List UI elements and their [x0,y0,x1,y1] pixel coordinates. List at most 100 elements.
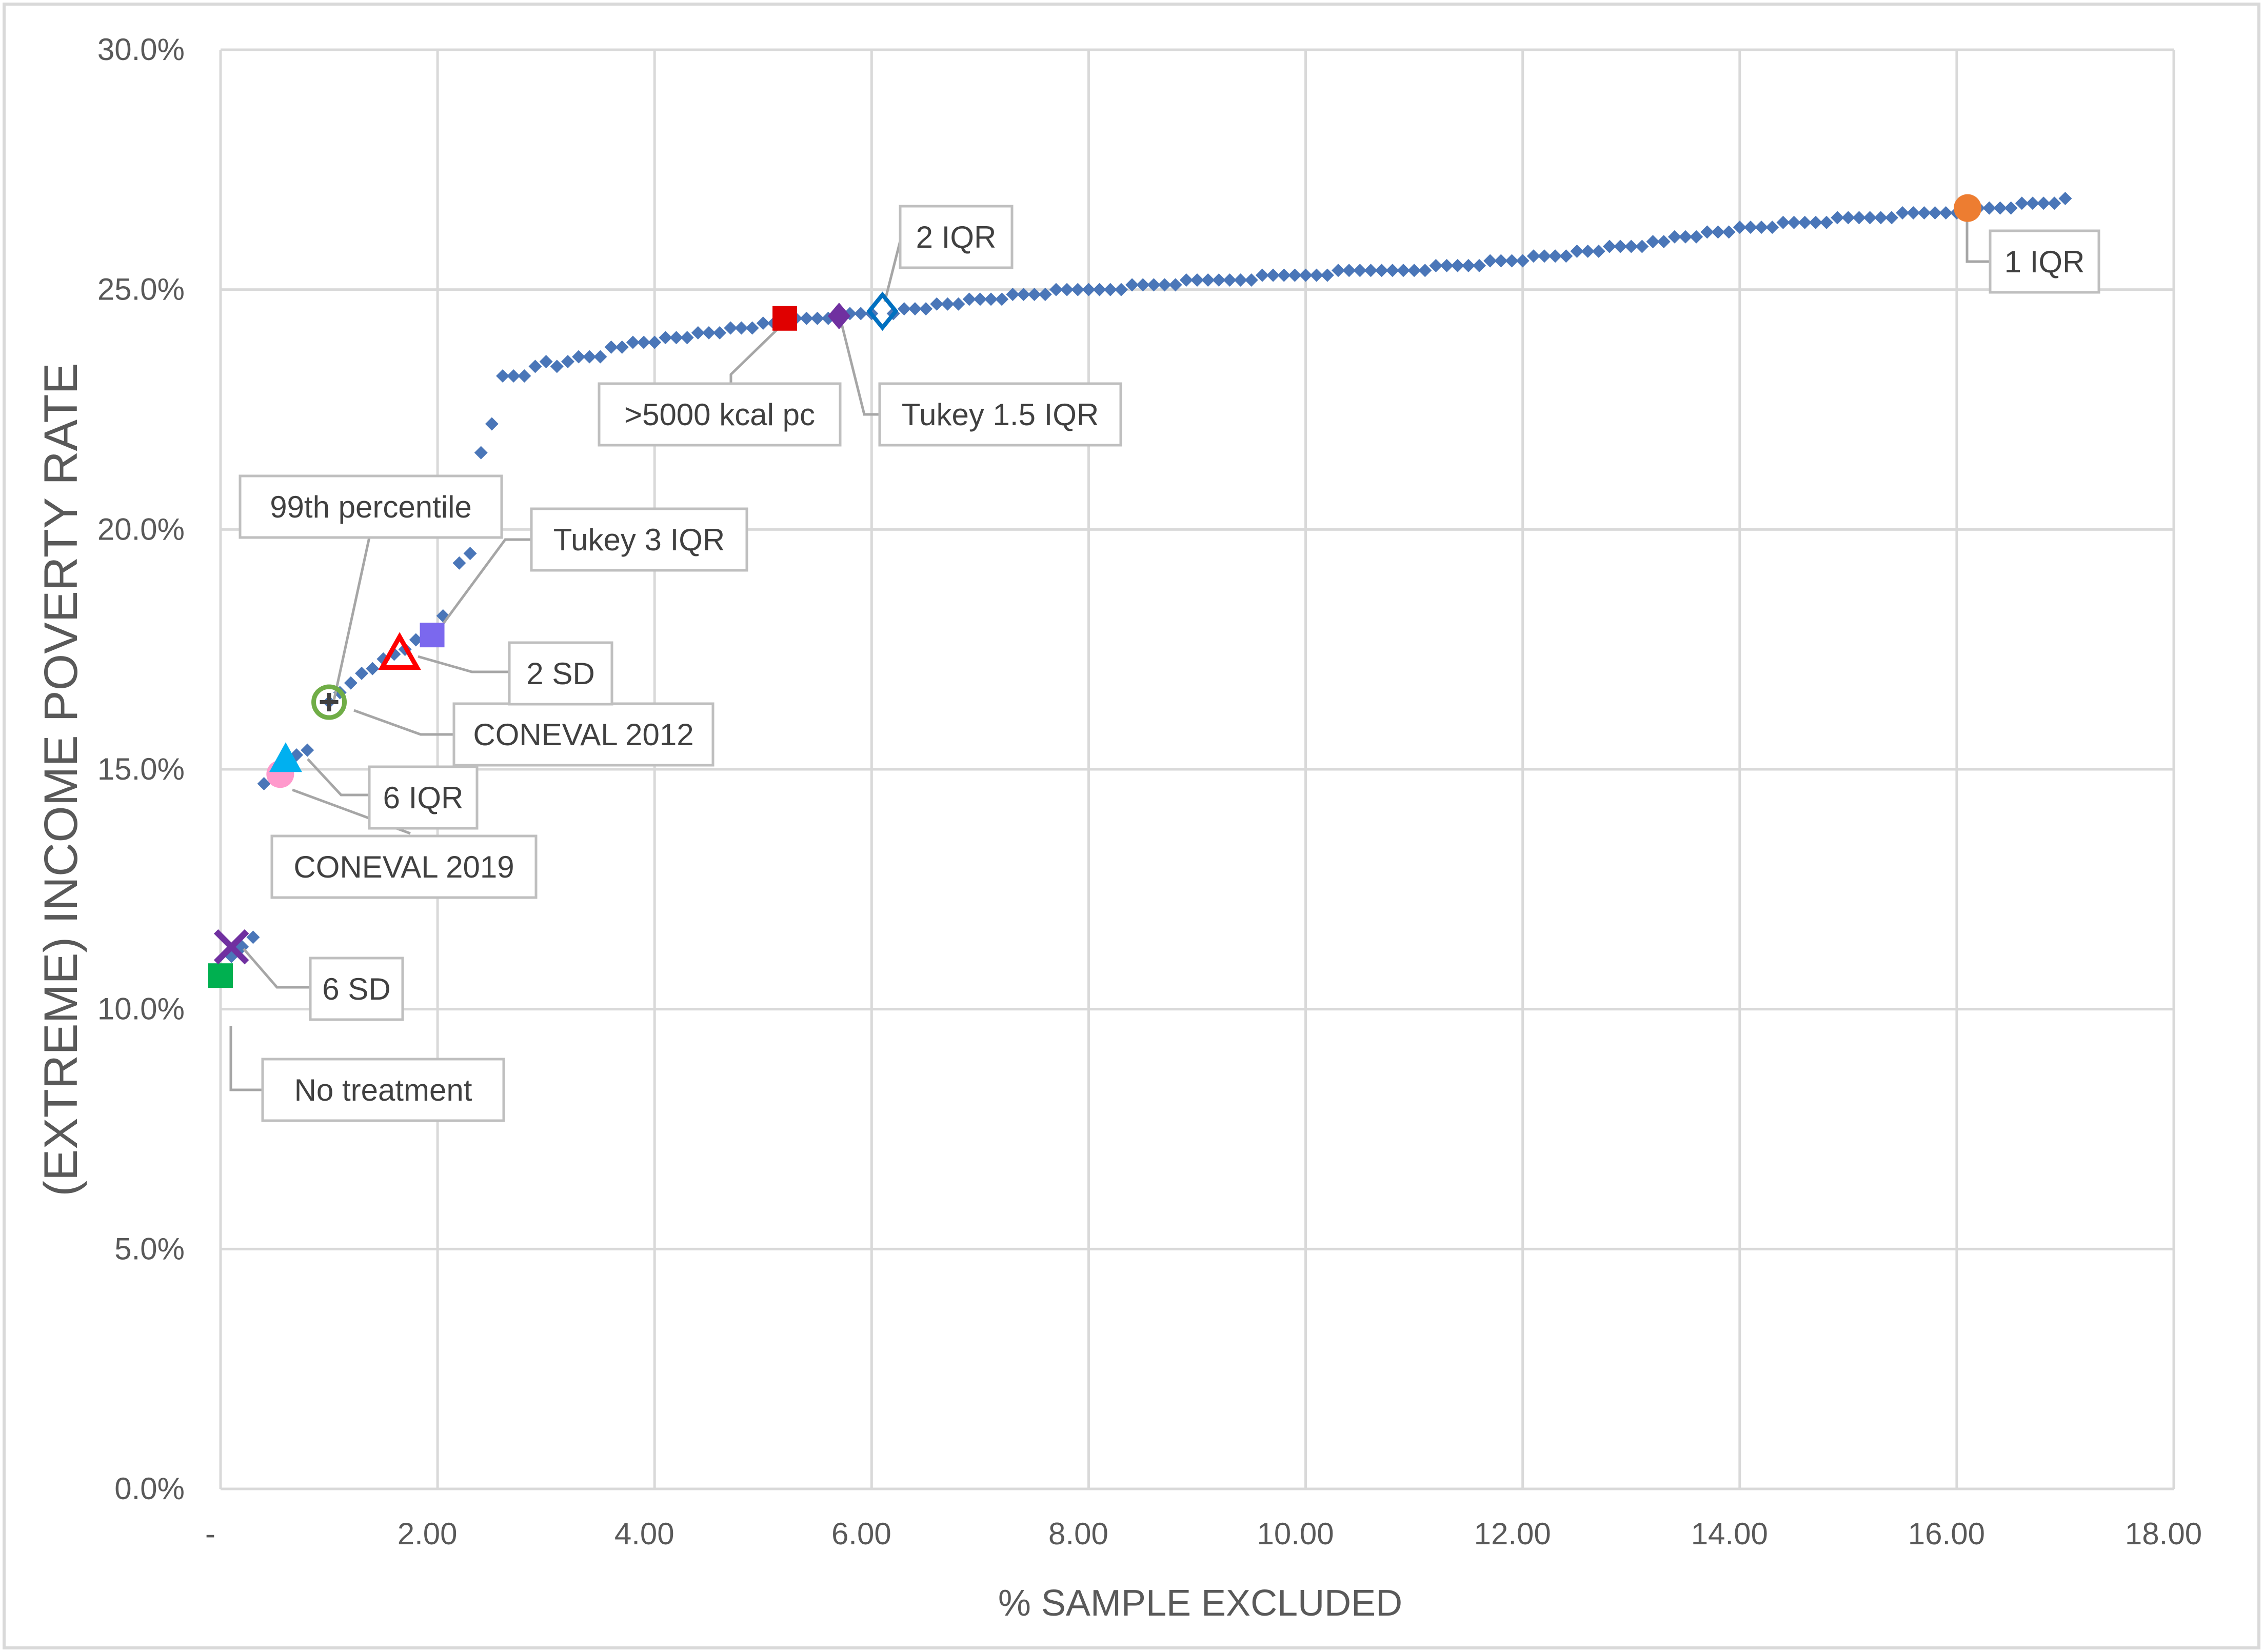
callout-text: 6 IQR [383,781,464,815]
marker-1-iqr [1954,194,1982,222]
callout-text: Tukey 3 IQR [553,523,725,557]
data-point [1798,215,1812,229]
y-tick-label: 5.0% [114,1231,185,1266]
data-point [951,297,965,311]
leader-6-sd [243,948,310,989]
data-point [1082,283,1096,296]
marker-6-sd [213,929,249,965]
callout-box [452,702,714,767]
data-point [561,354,574,368]
leader-tukey-1-5-iqr [840,322,880,416]
data-point [1852,211,1866,225]
marker-5000-kcal-pc [772,306,798,331]
data-point [1614,240,1627,253]
data-point [1831,211,1844,225]
y-tick-label: 30.0% [97,32,185,67]
marker-tukey-1-5-iqr [827,303,850,330]
data-point [1288,268,1302,282]
data-point [572,350,586,364]
data-point [2048,196,2061,210]
data-point [1993,201,2007,215]
marker-2-sd [378,632,421,670]
tick-labels: 0.0% 5.0% 10.0% 15.0% 20.0% 25.0% 30.0% - 2.00 4.… [97,32,2202,1551]
data-point [246,930,260,944]
data-point [583,350,597,364]
marker-6-iqr [269,742,302,772]
callout-text: 6 SD [322,972,390,1006]
data-point [1722,225,1736,239]
callout-no-treatment: No treatment [261,1058,505,1122]
data-point [930,297,944,311]
data-point [615,340,629,354]
data-point [1549,249,1562,263]
leader-1-iqr [1966,215,1990,263]
y-tick-label: 0.0% [114,1471,185,1506]
data-point [1743,221,1757,234]
data-point [984,292,998,306]
data-point [1375,264,1388,277]
data-point [724,321,738,335]
data-point [1396,264,1410,277]
callout-text: 2 SD [526,656,594,691]
data-point [1928,206,1942,220]
data-point [1787,215,1801,229]
data-point [1559,249,1573,263]
data-point [593,350,607,364]
data-point [1093,283,1106,296]
data-point [1353,264,1367,277]
data-point [1147,278,1161,292]
x-axis-title: % SAMPLE EXCLUDED [998,1583,1402,1624]
data-point [1982,201,1996,215]
data-point [1874,211,1888,225]
data-point [257,777,271,791]
data-point [1364,264,1378,277]
data-point [355,666,369,680]
y-tick-label: 15.0% [97,752,185,786]
data-point [941,297,955,311]
data-point [1299,268,1313,282]
data-point [854,307,868,321]
x-tick-label: 4.00 [614,1517,674,1551]
callout-text: CONEVAL 2019 [293,850,514,884]
data-point [1809,215,1822,229]
data-point [1114,283,1128,296]
data-point [1158,278,1172,292]
data-point [496,369,510,383]
data-point [1049,283,1063,296]
marker-2-iqr [866,291,899,331]
data-point [1266,268,1280,282]
callout-text: >5000 kcal pc [624,397,815,432]
callout-box [368,765,479,830]
x-tick-label: 2.00 [398,1517,458,1551]
data-point [680,331,694,345]
data-point [1907,206,1920,220]
leader-5000-kcal-pc [729,321,786,384]
callout-text: 2 IQR [916,220,997,254]
data-point [756,316,770,330]
callout-box [899,205,1014,269]
data-point [1244,273,1258,287]
callout-box [530,507,748,572]
data-point [1309,268,1323,282]
marker-no-treatment [208,963,233,988]
callout-text: CONEVAL 2012 [473,718,693,752]
data-point [463,547,477,561]
data-point [1679,230,1692,244]
data-point [669,331,683,345]
data-point [1841,211,1855,225]
leader-6-iqr [307,758,369,797]
callout-2-sd: 2 SD [508,641,613,706]
data-point [1255,268,1269,282]
data-point [474,446,488,460]
data-point [1690,230,1703,244]
data-point [1917,206,1931,220]
data-point [2015,196,2029,210]
callout-box [1989,229,2100,294]
data-point [1234,273,1247,287]
data-point [1581,244,1595,258]
callout-box [261,1058,505,1122]
callout-box [309,957,404,1021]
marker-99th-percentile [320,693,339,712]
